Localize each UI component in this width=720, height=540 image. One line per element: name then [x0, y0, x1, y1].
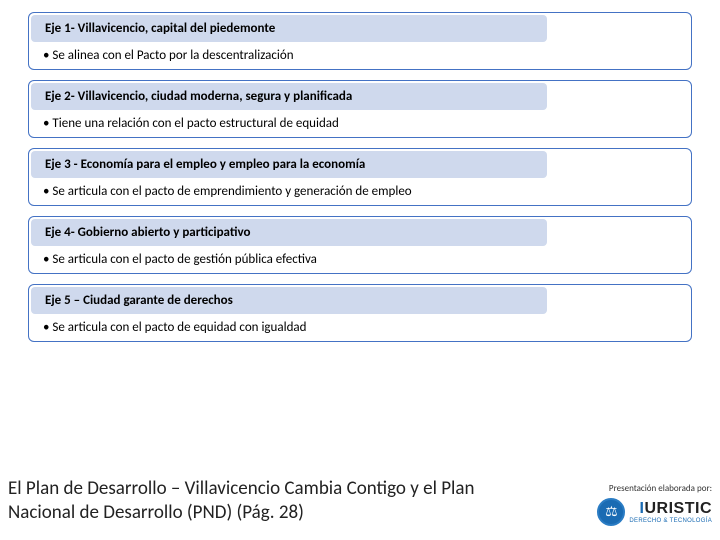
eje-header: Eje 1- Villavicencio, capital del piedem…: [31, 15, 547, 42]
eje-group-4: Eje 4- Gobierno abierto y participativo …: [28, 216, 692, 274]
eje-group-3: Eje 3 - Economía para el empleo y empleo…: [28, 148, 692, 206]
scales-icon: [597, 498, 625, 526]
eje-header: Eje 4- Gobierno abierto y participativo: [31, 219, 547, 246]
eje-header: Eje 5 – Ciudad garante de derechos: [31, 287, 547, 314]
slide: Eje 1- Villavicencio, capital del piedem…: [0, 0, 720, 540]
logo-text: IURISTIC DERECHO & TECNOLOGÍA: [629, 500, 712, 524]
logo-main: IURISTIC: [629, 500, 712, 518]
eje-bullet: • Se articula con el pacto de equidad co…: [29, 314, 691, 341]
footer-title: El Plan de Desarrollo – Villavicencio Ca…: [8, 477, 518, 526]
footer: El Plan de Desarrollo – Villavicencio Ca…: [8, 477, 712, 526]
eje-header: Eje 2- Villavicencio, ciudad moderna, se…: [31, 83, 547, 110]
eje-bullet: • Se alinea con el Pacto por la descentr…: [29, 42, 691, 69]
eje-bullet: • Se articula con el pacto de emprendimi…: [29, 178, 691, 205]
eje-bullet: • Se articula con el pacto de gestión pú…: [29, 246, 691, 273]
eje-group-5: Eje 5 – Ciudad garante de derechos • Se …: [28, 284, 692, 342]
logo: IURISTIC DERECHO & TECNOLOGÍA: [597, 498, 712, 526]
eje-group-1: Eje 1- Villavicencio, capital del piedem…: [28, 12, 692, 70]
eje-bullet: • Tiene una relación con el pacto estruc…: [29, 110, 691, 137]
logo-sub: DERECHO & TECNOLOGÍA: [629, 518, 712, 524]
credit-text: Presentación elaborada por:: [597, 483, 712, 494]
eje-group-2: Eje 2- Villavicencio, ciudad moderna, se…: [28, 80, 692, 138]
logo-rest: URISTIC: [645, 500, 713, 517]
footer-right: Presentación elaborada por: IURISTIC DER…: [597, 477, 712, 526]
eje-header: Eje 3 - Economía para el empleo y empleo…: [31, 151, 547, 178]
